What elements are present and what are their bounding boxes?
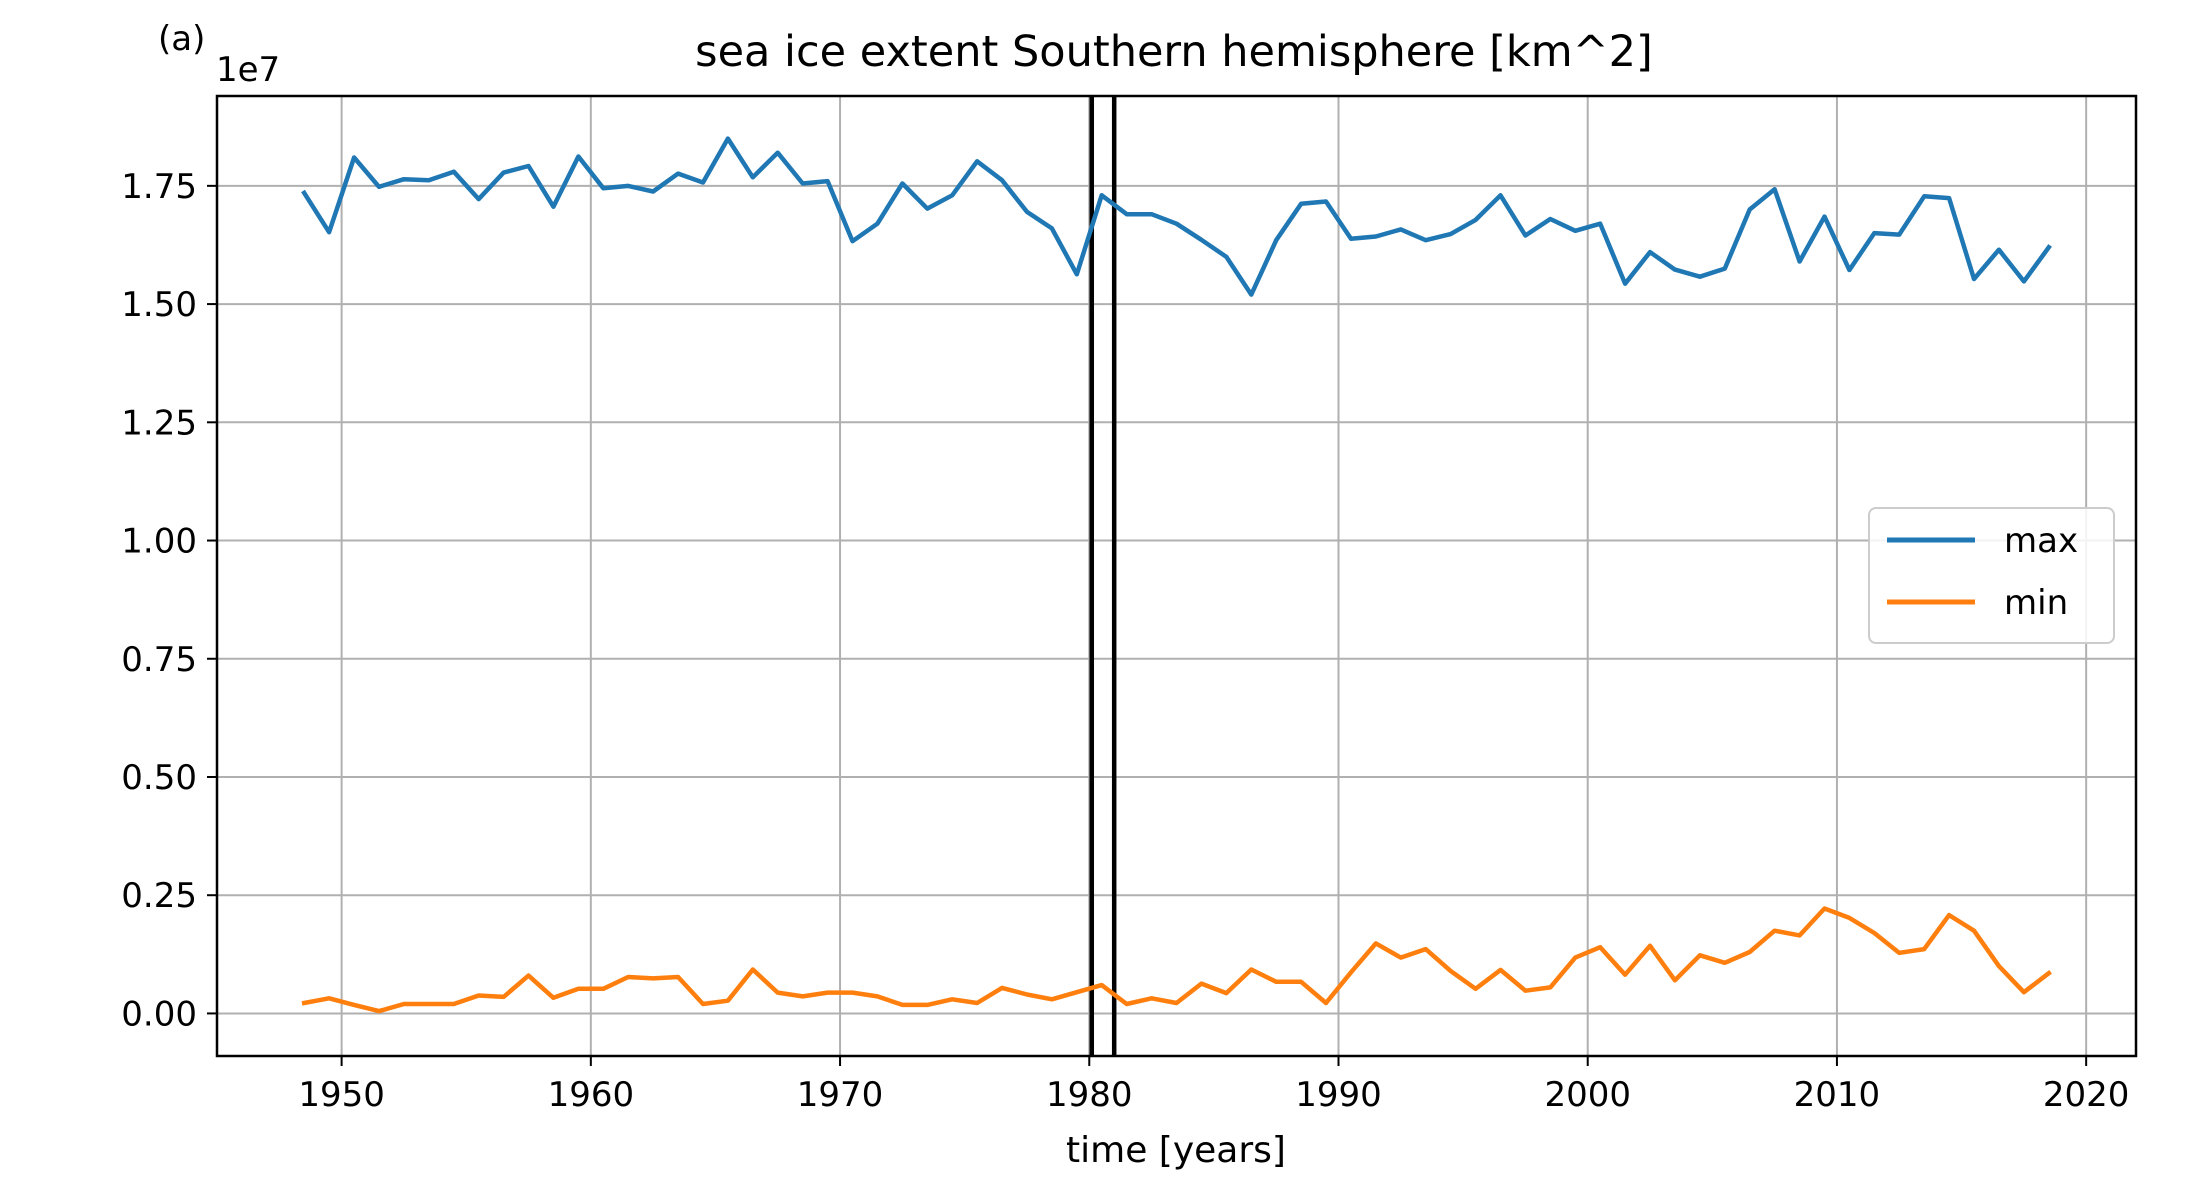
y-tick-label: 0.75 — [121, 640, 197, 680]
x-tick-label: 2020 — [2043, 1075, 2130, 1115]
panel-label: (a) — [158, 19, 205, 59]
grid — [217, 96, 2136, 1056]
y-tick-label: 1.50 — [121, 285, 197, 325]
series-lines — [301, 136, 2052, 1014]
vertical-markers — [1089, 96, 1117, 1056]
x-tick-label: 2000 — [1544, 1075, 1631, 1115]
chart-title: sea ice extent Southern hemisphere [km^2… — [695, 27, 1653, 77]
x-axis-label: time [years] — [1066, 1130, 1286, 1171]
x-tick-label: 1950 — [298, 1075, 385, 1115]
x-tick-label: 2010 — [1794, 1075, 1881, 1115]
y-tick-label: 1.75 — [121, 167, 197, 207]
y-tick-label: 0.00 — [121, 994, 197, 1034]
legend: max min — [1868, 507, 2115, 644]
series-line-min — [301, 906, 2052, 1014]
y-tick-label: 1.25 — [121, 403, 197, 443]
plot-frame — [215, 94, 2138, 1058]
x-tick-label: 1960 — [548, 1075, 635, 1115]
y-tick-label: 0.25 — [121, 876, 197, 916]
y-offset-label: 1e7 — [216, 50, 280, 90]
y-tick-label: 0.50 — [121, 758, 197, 798]
y-tick-label: 1.00 — [121, 522, 197, 562]
legend-label-min: min — [2004, 583, 2068, 623]
series-line-max — [301, 136, 2052, 297]
x-tick-label: 1980 — [1046, 1075, 1133, 1115]
x-tick-label: 1990 — [1295, 1075, 1382, 1115]
x-axis-ticks: 1950 1960 1970 1980 1990 2000 2010 2020 — [298, 1056, 2129, 1115]
x-tick-label: 1970 — [797, 1075, 884, 1115]
legend-label-max: max — [2004, 521, 2078, 561]
y-axis-ticks: 0.00 0.25 0.50 0.75 1.00 1.25 1.50 1.75 — [121, 167, 217, 1034]
